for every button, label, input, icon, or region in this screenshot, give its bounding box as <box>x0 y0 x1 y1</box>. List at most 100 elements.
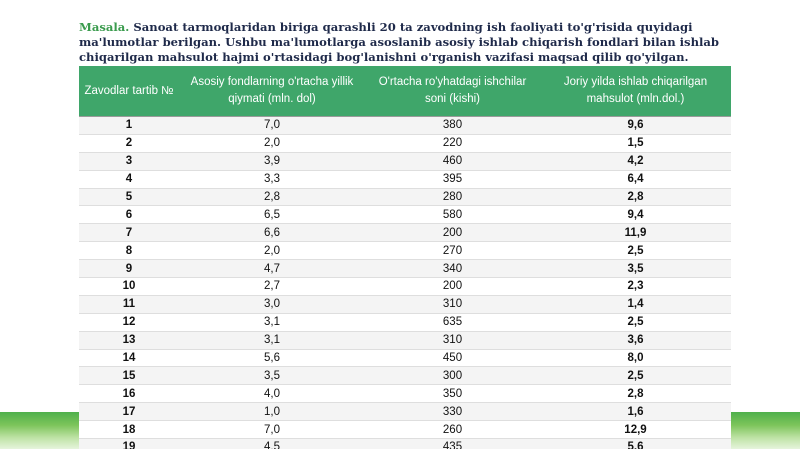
cell-factory-no: 13 <box>79 330 179 350</box>
cell-workers: 395 <box>365 169 540 189</box>
cell-workers: 200 <box>365 223 540 242</box>
table-row: 5 2,8 280 2,8 <box>79 187 731 206</box>
cell-output: 2,8 <box>540 187 731 206</box>
col-header-workers: O'rtacha ro'yhatdagi ishchilar soni (kis… <box>365 66 540 117</box>
col-header-factory-no: Zavodlar tartib № <box>79 66 179 117</box>
cell-fixed-assets: 6,5 <box>179 205 365 224</box>
cell-output: 3,5 <box>540 259 731 278</box>
cell-fixed-assets: 2,7 <box>179 277 365 296</box>
table-row: 4 3,3 395 6,4 <box>79 169 731 189</box>
table-body: 1 7,0 380 9,6 2 2,0 220 1,5 3 3,9 460 4,2 4 3,3 395 6,4… <box>79 116 731 449</box>
cell-fixed-assets: 4,0 <box>179 384 365 403</box>
cell-workers: 450 <box>365 348 540 367</box>
cell-factory-no: 6 <box>79 205 179 224</box>
cell-output: 5,6 <box>540 438 731 449</box>
cell-factory-no: 12 <box>79 312 179 332</box>
table-row: 8 2,0 270 2,5 <box>79 241 731 260</box>
cell-factory-no: 16 <box>79 384 179 403</box>
cell-workers: 635 <box>365 312 540 332</box>
cell-workers: 380 <box>365 116 540 135</box>
cell-fixed-assets: 3,5 <box>179 366 365 385</box>
cell-fixed-assets: 2,0 <box>179 241 365 260</box>
cell-factory-no: 3 <box>79 151 179 171</box>
table-row: 13 3,1 310 3,6 <box>79 330 731 350</box>
cell-fixed-assets: 3,3 <box>179 169 365 189</box>
cell-output: 2,5 <box>540 366 731 385</box>
cell-workers: 310 <box>365 294 540 314</box>
cell-output: 12,9 <box>540 420 731 439</box>
cell-output: 4,2 <box>540 151 731 171</box>
cell-factory-no: 19 <box>79 438 179 449</box>
table-row: 9 4,7 340 3,5 <box>79 259 731 278</box>
cell-output: 1,6 <box>540 402 731 421</box>
table-row: 3 3,9 460 4,2 <box>79 151 731 171</box>
cell-fixed-assets: 7,0 <box>179 420 365 439</box>
table-row: 16 4,0 350 2,8 <box>79 384 731 403</box>
table-row: 2 2,0 220 1,5 <box>79 133 731 153</box>
cell-factory-no: 5 <box>79 187 179 206</box>
cell-factory-no: 9 <box>79 259 179 278</box>
cell-workers: 330 <box>365 402 540 421</box>
cell-workers: 350 <box>365 384 540 403</box>
table-row: 12 3,1 635 2,5 <box>79 312 731 332</box>
cell-fixed-assets: 2,8 <box>179 187 365 206</box>
cell-factory-no: 15 <box>79 366 179 385</box>
data-table: Zavodlar tartib № Asosiy fondlarning o'r… <box>79 66 731 449</box>
table-header-row: Zavodlar tartib № Asosiy fondlarning o'r… <box>79 66 731 117</box>
cell-factory-no: 8 <box>79 241 179 260</box>
cell-fixed-assets: 1,0 <box>179 402 365 421</box>
cell-output: 2,8 <box>540 384 731 403</box>
table-row: 19 4,5 435 5,6 <box>79 438 731 449</box>
cell-workers: 580 <box>365 205 540 224</box>
problem-statement: Masala. Sanoat tarmoqlaridan biriga qara… <box>79 20 759 65</box>
table-row: 18 7,0 260 12,9 <box>79 420 731 439</box>
cell-output: 1,5 <box>540 133 731 153</box>
cell-fixed-assets: 6,6 <box>179 223 365 242</box>
cell-workers: 200 <box>365 277 540 296</box>
cell-factory-no: 17 <box>79 402 179 421</box>
cell-output: 8,0 <box>540 348 731 367</box>
cell-fixed-assets: 3,9 <box>179 151 365 171</box>
cell-output: 2,5 <box>540 241 731 260</box>
cell-output: 2,3 <box>540 277 731 296</box>
cell-factory-no: 2 <box>79 133 179 153</box>
cell-fixed-assets: 2,0 <box>179 133 365 153</box>
table-row: 10 2,7 200 2,3 <box>79 277 731 296</box>
cell-fixed-assets: 5,6 <box>179 348 365 367</box>
cell-workers: 260 <box>365 420 540 439</box>
cell-workers: 280 <box>365 187 540 206</box>
cell-output: 3,6 <box>540 330 731 350</box>
cell-factory-no: 18 <box>79 420 179 439</box>
col-header-output: Joriy yilda ishlab chiqarilgan mahsulot … <box>540 66 731 117</box>
table-row: 11 3,0 310 1,4 <box>79 294 731 314</box>
cell-output: 9,6 <box>540 116 731 135</box>
cell-factory-no: 7 <box>79 223 179 242</box>
cell-fixed-assets: 4,7 <box>179 259 365 278</box>
cell-fixed-assets: 7,0 <box>179 116 365 135</box>
problem-lead: Masala. <box>79 20 130 34</box>
cell-output: 2,5 <box>540 312 731 332</box>
cell-fixed-assets: 3,1 <box>179 330 365 350</box>
cell-workers: 220 <box>365 133 540 153</box>
cell-factory-no: 1 <box>79 116 179 135</box>
table-row: 15 3,5 300 2,5 <box>79 366 731 385</box>
cell-factory-no: 11 <box>79 294 179 314</box>
table-row: 17 1,0 330 1,6 <box>79 402 731 421</box>
table-row: 1 7,0 380 9,6 <box>79 116 731 135</box>
cell-workers: 300 <box>365 366 540 385</box>
cell-factory-no: 10 <box>79 277 179 296</box>
cell-factory-no: 14 <box>79 348 179 367</box>
cell-workers: 460 <box>365 151 540 171</box>
cell-workers: 340 <box>365 259 540 278</box>
problem-text: Sanoat tarmoqlaridan biriga qarashli 20 … <box>79 20 720 64</box>
table-row: 6 6,5 580 9,4 <box>79 205 731 224</box>
cell-output: 6,4 <box>540 169 731 189</box>
table-row: 7 6,6 200 11,9 <box>79 223 731 242</box>
cell-fixed-assets: 4,5 <box>179 438 365 449</box>
cell-workers: 310 <box>365 330 540 350</box>
cell-output: 1,4 <box>540 294 731 314</box>
cell-fixed-assets: 3,1 <box>179 312 365 332</box>
cell-workers: 435 <box>365 438 540 449</box>
table-row: 14 5,6 450 8,0 <box>79 348 731 367</box>
cell-fixed-assets: 3,0 <box>179 294 365 314</box>
